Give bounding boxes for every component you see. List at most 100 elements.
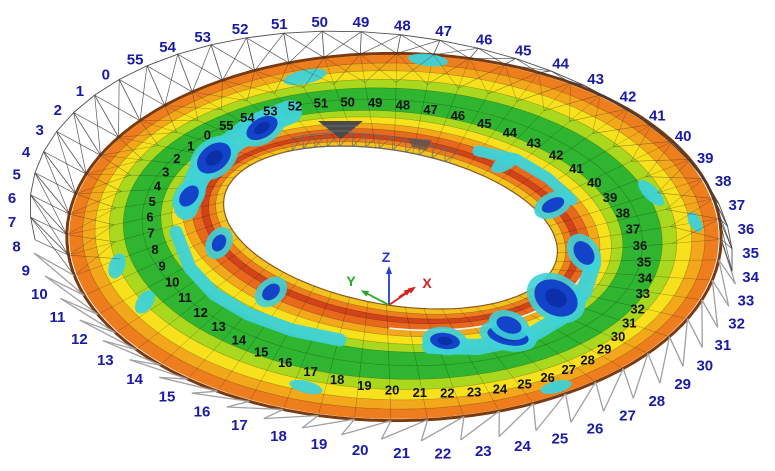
outer-node-label-55: 55 [127,52,144,69]
inner-node-label-45: 45 [477,116,491,131]
outer-node-label-24: 24 [514,438,531,455]
outer-node-label-39: 39 [697,150,714,167]
truss-node-cluster [408,138,432,150]
inner-node-label-15: 15 [254,344,268,359]
outer-node-label-2: 2 [54,102,62,119]
cyan-contour-patch [135,290,155,314]
perimeter-truss [30,30,736,442]
inner-node-label-49: 49 [368,95,382,110]
inner-node-label-43: 43 [527,136,541,151]
inner-node-label-16: 16 [278,355,292,370]
outer-node-label-19: 19 [311,436,328,453]
outer-node-label-53: 53 [194,29,211,46]
outer-node-label-25: 25 [552,430,569,447]
outer-node-label-5: 5 [13,167,21,184]
outer-node-label-30: 30 [696,357,713,374]
outer-node-label-15: 15 [159,388,176,405]
outer-node-label-8: 8 [12,238,20,255]
x-axis-label: X [422,275,432,291]
outer-node-label-31: 31 [715,337,732,354]
outer-node-label-4: 4 [22,144,31,161]
inner-node-label-5: 5 [149,194,156,209]
inner-node-label-46: 46 [451,108,465,123]
outer-node-label-26: 26 [587,420,604,437]
axis-triad: Z X Y [346,249,432,306]
inner-node-label-8: 8 [151,242,158,257]
outer-node-label-41: 41 [649,107,666,124]
outer-node-label-0: 0 [102,66,110,83]
outer-node-label-16: 16 [194,404,211,421]
outer-node-label-9: 9 [22,262,30,279]
outer-node-label-47: 47 [435,23,452,40]
inner-node-label-36: 36 [633,238,647,253]
inner-node-label-25: 25 [517,377,531,392]
inner-node-label-38: 38 [616,206,630,221]
cyan-contour-patch [687,212,703,232]
blue-contour-blob [496,316,522,334]
cyan-contour-patch [408,53,448,67]
outer-node-label-37: 37 [728,197,745,214]
outer-node-label-50: 50 [311,14,328,31]
inner-node-label-14: 14 [232,332,247,347]
cyan-contour-patch [283,68,327,86]
inner-node-label-11: 11 [178,290,192,305]
inner-node-label-2: 2 [173,151,180,166]
outer-node-label-49: 49 [353,14,370,31]
y-axis-label: Y [346,273,356,289]
blue-contour-blob [262,283,280,301]
inner-node-label-9: 9 [158,258,165,273]
outer-node-label-17: 17 [231,417,248,434]
blue-contour-blob [541,197,565,213]
blue-contour-blob [211,234,227,252]
outer-node-label-40: 40 [675,128,692,145]
outer-node-label-3: 3 [36,122,44,139]
inner-node-label-42: 42 [549,148,563,163]
inner-node-label-41: 41 [569,161,583,176]
z-axis-label: Z [382,249,391,265]
inner-node-label-24: 24 [493,381,508,396]
cyan-contour-patch [638,180,664,206]
inner-node-label-30: 30 [611,329,625,344]
inner-node-label-44: 44 [503,125,518,140]
outer-node-label-20: 20 [352,442,369,459]
inner-node-label-21: 21 [413,385,427,400]
outer-node-label-27: 27 [619,408,636,425]
inner-node-label-52: 52 [288,99,302,114]
inner-node-label-37: 37 [626,222,640,237]
far-truss-overlay [66,53,722,276]
cyan-contour-patch [540,380,572,394]
inner-node-label-0: 0 [204,128,211,143]
outer-node-label-10: 10 [31,286,48,303]
inner-ring-truss [291,121,458,167]
inner-node-label-39: 39 [603,190,617,205]
outer-node-label-38: 38 [715,173,732,190]
inner-node-label-48: 48 [396,98,410,113]
inner-node-label-7: 7 [147,226,154,241]
inner-node-label-26: 26 [540,370,554,385]
inner-node-label-32: 32 [630,301,644,316]
inner-node-label-20: 20 [385,382,399,397]
scoreboard-truss-pyramid [318,121,363,139]
outer-node-label-12: 12 [71,331,88,348]
outer-node-label-32: 32 [728,315,745,332]
roof-opening [222,145,559,310]
inner-node-label-55: 55 [219,118,233,133]
cyan-contour-patch [289,379,323,395]
outer-node-label-36: 36 [738,221,755,238]
inner-node-label-40: 40 [587,175,601,190]
blue-contour-blob [179,185,199,207]
outer-node-label-35: 35 [742,245,759,262]
outer-node-label-6: 6 [8,190,16,207]
outer-node-label-51: 51 [271,16,288,33]
fe-mesh [69,54,719,419]
outer-node-label-21: 21 [393,445,410,462]
outer-node-label-14: 14 [126,371,143,388]
outer-node-label-45: 45 [515,42,532,59]
outer-node-label-29: 29 [674,376,691,393]
inner-node-label-12: 12 [193,305,207,320]
outer-node-label-18: 18 [270,428,287,445]
outer-node-label-7: 7 [8,214,16,231]
inner-node-label-27: 27 [561,362,575,377]
